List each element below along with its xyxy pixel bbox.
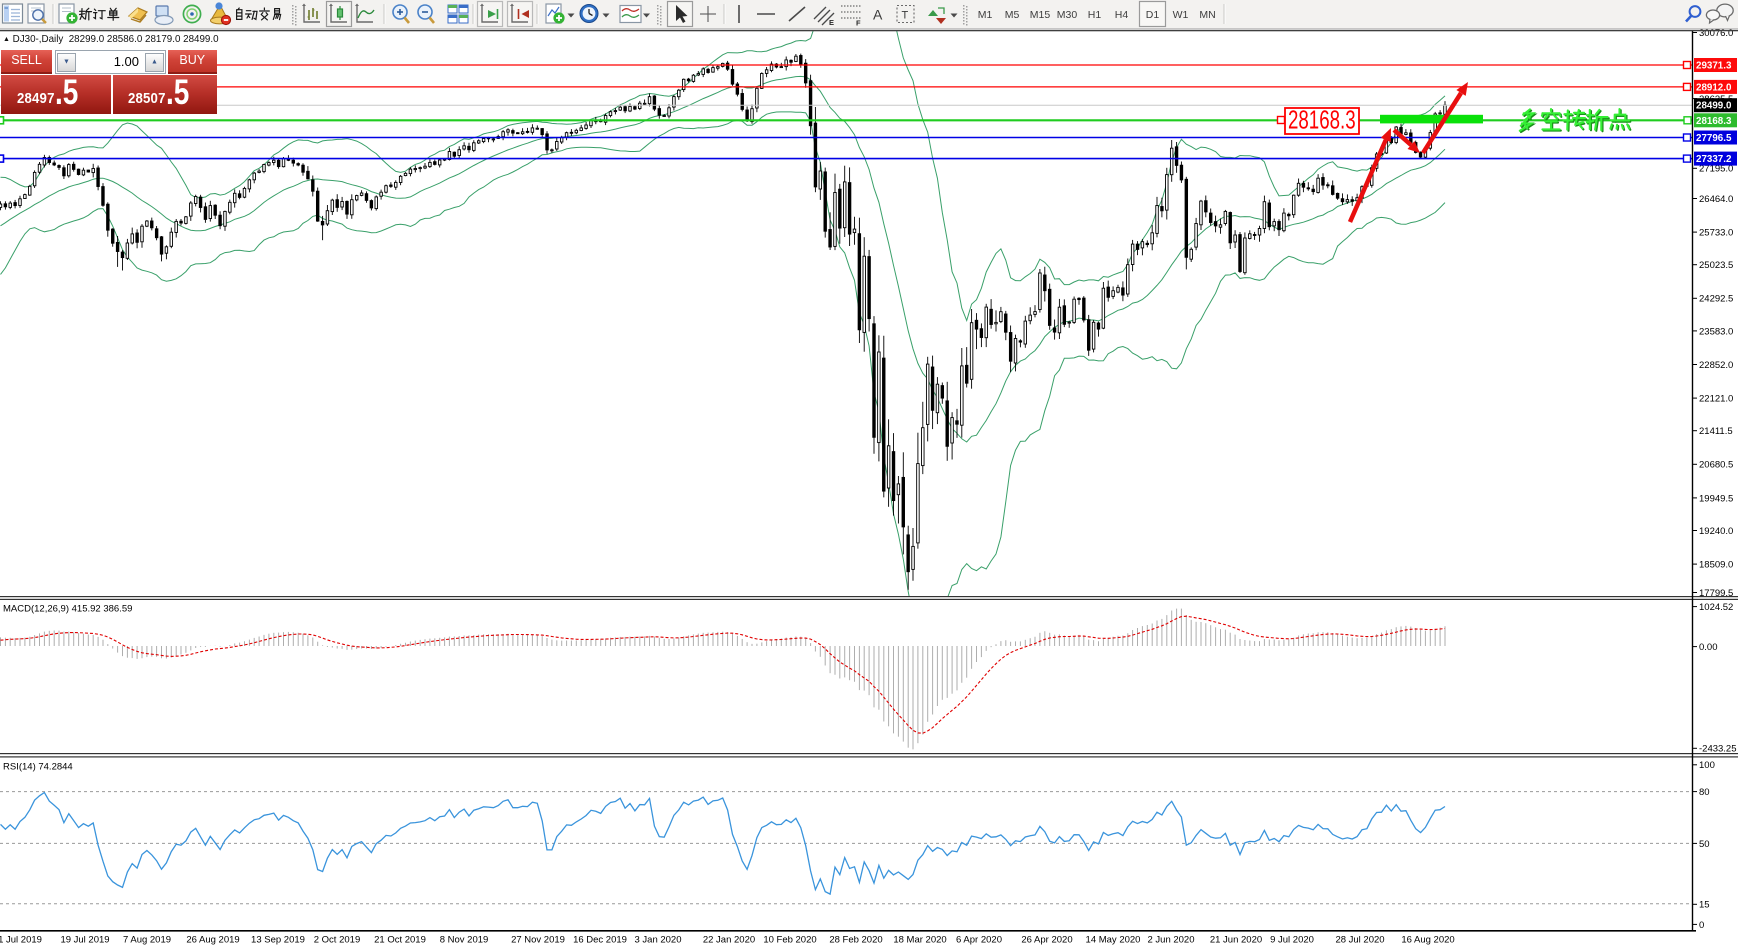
svg-text:16 Aug 2020: 16 Aug 2020	[1401, 935, 1454, 946]
svg-text:27337.2: 27337.2	[1696, 154, 1732, 165]
svg-text:RSI(14) 74.2844: RSI(14) 74.2844	[3, 762, 73, 773]
svg-text:8 Nov 2019: 8 Nov 2019	[440, 935, 489, 946]
svg-text:28168.3: 28168.3	[1288, 104, 1356, 134]
svg-text:25733.0: 25733.0	[1699, 228, 1733, 239]
svg-text:M30: M30	[1057, 9, 1078, 21]
svg-text:M5: M5	[1005, 9, 1020, 21]
svg-text:25023.5: 25023.5	[1699, 260, 1733, 271]
svg-text:13 Sep 2019: 13 Sep 2019	[251, 935, 305, 946]
svg-text:19 Jul 2019: 19 Jul 2019	[60, 935, 109, 946]
svg-text:22121.0: 22121.0	[1699, 394, 1733, 405]
svg-text:21411.5: 21411.5	[1699, 426, 1733, 437]
svg-text:27195.0: 27195.0	[1699, 164, 1733, 175]
svg-text:M1: M1	[978, 9, 993, 21]
svg-text:10 Feb 2020: 10 Feb 2020	[763, 935, 816, 946]
svg-text:H4: H4	[1115, 9, 1129, 21]
svg-text:19949.5: 19949.5	[1699, 493, 1733, 504]
svg-text:18 Mar 2020: 18 Mar 2020	[893, 935, 946, 946]
svg-text:F: F	[856, 19, 861, 28]
svg-text:28168.3: 28168.3	[1696, 116, 1732, 127]
svg-text:15: 15	[1699, 900, 1710, 911]
svg-text:W1: W1	[1173, 9, 1189, 21]
svg-text:7 Aug 2019: 7 Aug 2019	[123, 935, 171, 946]
svg-text:28 Feb 2020: 28 Feb 2020	[829, 935, 882, 946]
svg-text:3 Jan 2020: 3 Jan 2020	[634, 935, 681, 946]
svg-text:26 Apr 2020: 26 Apr 2020	[1021, 935, 1072, 946]
svg-text:9 Jul 2020: 9 Jul 2020	[1270, 935, 1314, 946]
svg-text:6 Apr 2020: 6 Apr 2020	[956, 935, 1002, 946]
svg-text:30076.0: 30076.0	[1699, 28, 1733, 39]
svg-text:28499.0: 28499.0	[1696, 101, 1732, 112]
svg-text:26 Aug 2019: 26 Aug 2019	[186, 935, 239, 946]
svg-text:-2433.25: -2433.25	[1699, 744, 1737, 755]
svg-text:26464.0: 26464.0	[1699, 194, 1733, 205]
svg-text:100: 100	[1699, 760, 1715, 771]
svg-text:16 Dec 2019: 16 Dec 2019	[573, 935, 627, 946]
svg-text:M15: M15	[1030, 9, 1051, 21]
svg-text:80: 80	[1699, 787, 1710, 798]
svg-text:27 Nov 2019: 27 Nov 2019	[511, 935, 565, 946]
svg-text:24292.5: 24292.5	[1699, 294, 1733, 305]
svg-text:23583.0: 23583.0	[1699, 326, 1733, 337]
svg-text:14 May 2020: 14 May 2020	[1086, 935, 1141, 946]
svg-text:A: A	[873, 7, 883, 23]
svg-text:2 Jun 2020: 2 Jun 2020	[1147, 935, 1194, 946]
svg-text:19240.0: 19240.0	[1699, 526, 1733, 537]
svg-text:MN: MN	[1199, 9, 1215, 21]
svg-text:1 Jul 2019: 1 Jul 2019	[0, 935, 42, 946]
svg-text:28912.0: 28912.0	[1696, 82, 1732, 93]
svg-text:29371.3: 29371.3	[1696, 61, 1732, 72]
svg-text:H1: H1	[1088, 9, 1102, 21]
svg-text:22852.0: 22852.0	[1699, 360, 1733, 371]
svg-text:0: 0	[1699, 920, 1704, 931]
svg-text:18509.0: 18509.0	[1699, 560, 1733, 571]
svg-text:17799.5: 17799.5	[1699, 588, 1733, 599]
svg-text:0.00: 0.00	[1699, 642, 1718, 653]
svg-text:MACD(12,26,9) 415.92 386.59: MACD(12,26,9) 415.92 386.59	[3, 604, 132, 615]
svg-text:2 Oct 2019: 2 Oct 2019	[314, 935, 360, 946]
svg-text:21 Jun 2020: 21 Jun 2020	[1210, 935, 1262, 946]
svg-text:21 Oct 2019: 21 Oct 2019	[374, 935, 426, 946]
svg-text:D1: D1	[1146, 9, 1160, 21]
svg-text:1024.52: 1024.52	[1699, 602, 1733, 613]
svg-text:20680.5: 20680.5	[1699, 460, 1733, 471]
svg-text:T: T	[902, 10, 909, 22]
svg-text:50: 50	[1699, 839, 1710, 850]
svg-text:28 Jul 2020: 28 Jul 2020	[1335, 935, 1384, 946]
svg-text:27796.5: 27796.5	[1696, 133, 1732, 144]
svg-text:22 Jan 2020: 22 Jan 2020	[703, 935, 755, 946]
svg-text:E: E	[829, 18, 834, 27]
